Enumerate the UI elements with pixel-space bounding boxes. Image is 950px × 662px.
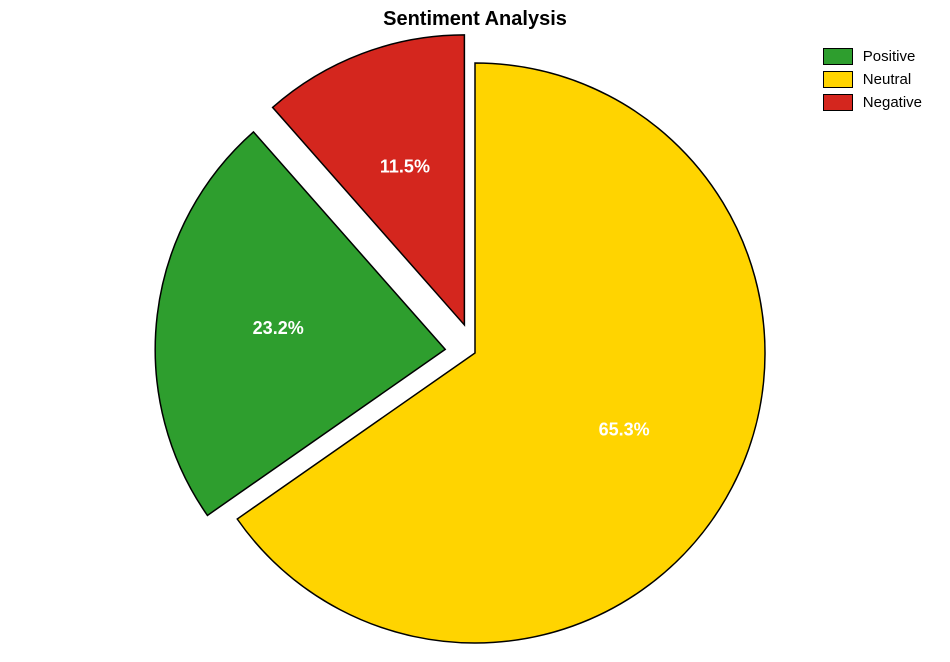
- legend-item-negative: Negative: [823, 94, 922, 111]
- legend-label-negative: Negative: [863, 94, 922, 111]
- legend-label-neutral: Neutral: [863, 71, 911, 88]
- legend-swatch-neutral: [823, 71, 853, 88]
- pie-label-positive: 23.2%: [253, 318, 304, 338]
- pie-label-neutral: 65.3%: [599, 420, 650, 440]
- legend-swatch-positive: [823, 48, 853, 65]
- legend-swatch-negative: [823, 94, 853, 111]
- legend-label-positive: Positive: [863, 48, 916, 65]
- legend: Positive Neutral Negative: [823, 48, 922, 117]
- legend-item-positive: Positive: [823, 48, 922, 65]
- legend-item-neutral: Neutral: [823, 71, 922, 88]
- pie-label-negative: 11.5%: [380, 156, 430, 176]
- pie-svg: 65.3% 23.2% 11.5%: [0, 0, 950, 662]
- sentiment-pie-chart: Sentiment Analysis 65.3%23.2%11.5% Posit…: [0, 0, 950, 662]
